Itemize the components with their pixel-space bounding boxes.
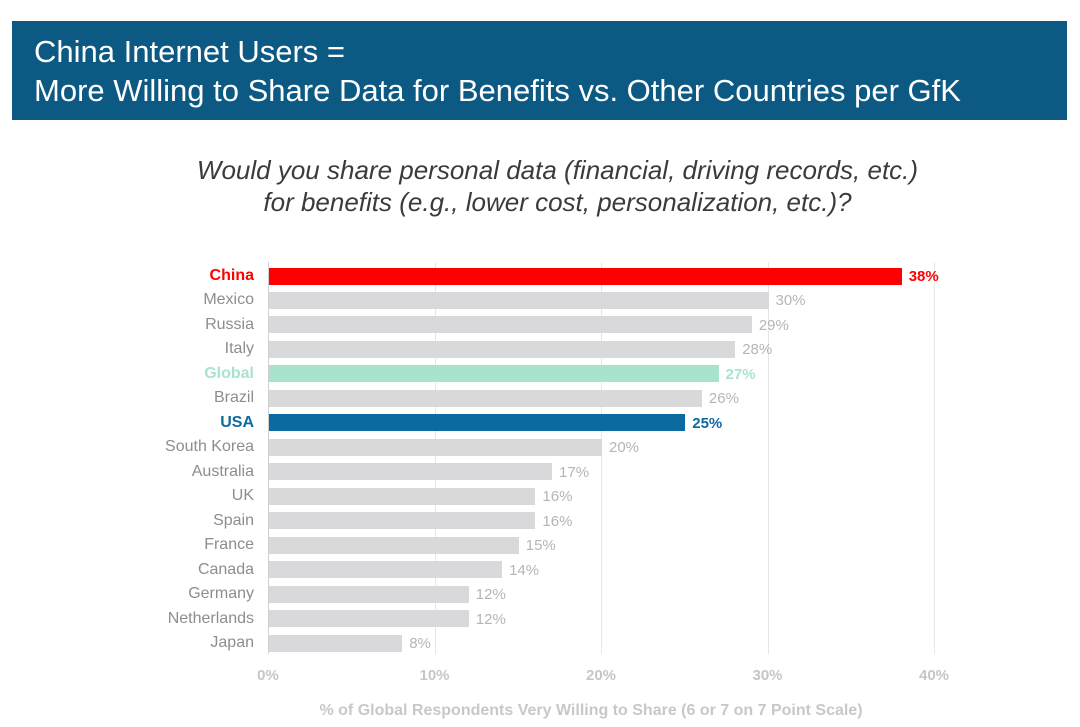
x-tick-label: 20%	[585, 667, 617, 684]
bar	[269, 267, 902, 285]
x-tick-label: 40%	[918, 667, 950, 684]
data-label: 30%	[775, 292, 806, 310]
data-label: 15%	[525, 537, 556, 555]
question-line-2: for benefits (e.g., lower cost, personal…	[263, 187, 852, 217]
category-label: Canada	[197, 560, 254, 578]
title-banner: China Internet Users = More Willing to S…	[12, 21, 1067, 120]
bar	[269, 610, 469, 628]
category-label: Italy	[224, 340, 254, 358]
x-axis-label: % of Global Respondents Very Willing to …	[319, 702, 863, 719]
data-label: 8%	[409, 635, 431, 653]
data-label: 28%	[742, 341, 773, 359]
gridline	[434, 262, 436, 654]
bar	[269, 512, 536, 530]
chart-question: Would you share personal data (financial…	[0, 154, 1080, 218]
category-label: USA	[220, 413, 254, 431]
category-label: Japan	[210, 634, 254, 652]
bar	[269, 463, 553, 481]
gridline	[601, 262, 602, 654]
data-label: 16%	[542, 512, 573, 530]
bar	[269, 487, 536, 505]
data-label: 27%	[725, 365, 756, 383]
data-label: 12%	[475, 586, 506, 604]
data-label: 14%	[509, 561, 540, 579]
bar	[269, 634, 403, 652]
category-label: China	[209, 267, 254, 284]
category-label: Russia	[205, 315, 254, 333]
data-label: 26%	[708, 390, 739, 408]
category-label: Australia	[191, 462, 254, 480]
bar	[269, 585, 469, 603]
data-label: 20%	[609, 439, 640, 457]
bar	[269, 316, 752, 334]
category-label: UK	[231, 487, 254, 505]
data-label: 12%	[475, 610, 506, 628]
bar	[269, 438, 602, 456]
title-line-1: China Internet Users =	[34, 34, 346, 69]
data-label: 25%	[692, 414, 723, 432]
question-line-1: Would you share personal data (financial…	[196, 155, 919, 185]
bar	[269, 365, 719, 383]
bar	[269, 561, 503, 579]
bar	[269, 414, 686, 432]
data-label: 16%	[542, 488, 573, 506]
category-label: Brazil	[213, 389, 254, 407]
bar	[269, 536, 519, 554]
category-label: France	[204, 536, 254, 554]
gridline	[268, 262, 269, 654]
x-tick-label: 10%	[419, 667, 450, 684]
bar	[269, 389, 702, 407]
data-label: 29%	[758, 316, 789, 334]
category-label: Spain	[213, 511, 254, 529]
category-label: Global	[204, 364, 254, 382]
gridline	[934, 262, 935, 654]
category-label: Netherlands	[167, 609, 254, 627]
category-label: Germany	[188, 585, 254, 603]
x-tick-label: 30%	[752, 667, 783, 684]
x-tick-label: 0%	[257, 667, 279, 684]
bar	[269, 291, 769, 309]
data-label: 38%	[908, 268, 939, 285]
gridline	[767, 262, 769, 654]
data-label: 17%	[559, 463, 590, 481]
category-label: South Korea	[165, 438, 254, 456]
bar	[269, 340, 736, 358]
category-label: Mexico	[203, 291, 254, 309]
title-line-2: More Willing to Share Data for Benefits …	[34, 73, 961, 108]
